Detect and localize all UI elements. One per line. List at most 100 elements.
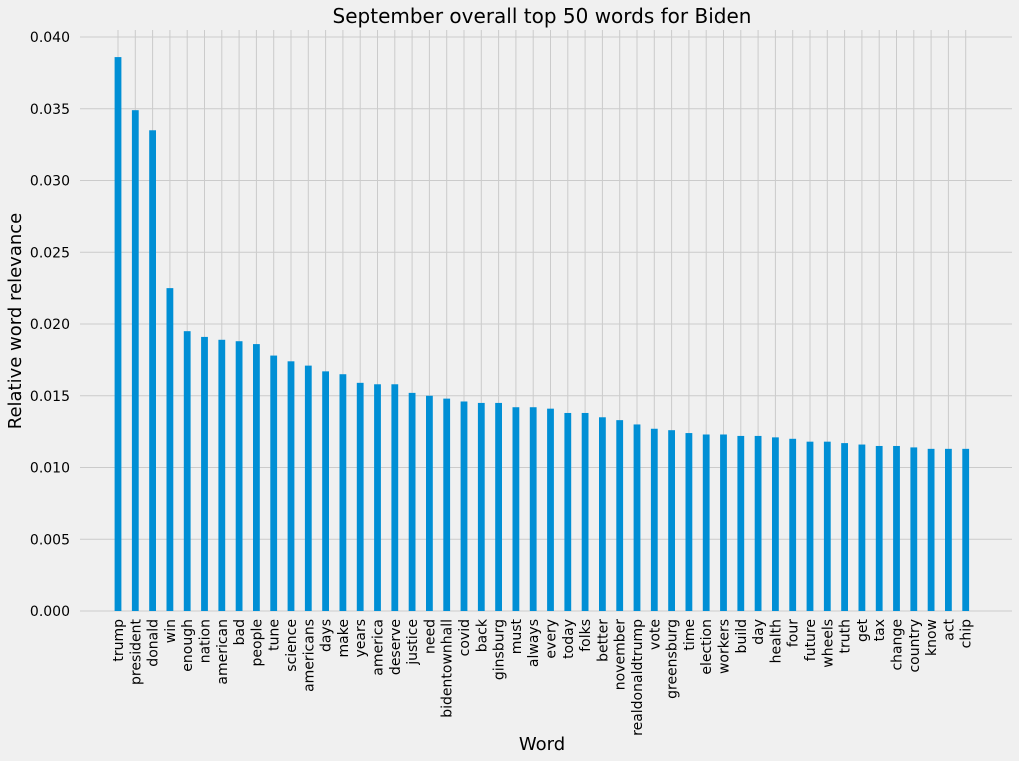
x-tick-label: president bbox=[128, 618, 144, 685]
bar-day bbox=[754, 435, 762, 611]
x-tick-label: november bbox=[613, 619, 629, 690]
bar-future bbox=[806, 441, 814, 611]
bar-tax bbox=[875, 445, 883, 611]
bar-workers bbox=[720, 434, 727, 611]
bar-people bbox=[253, 344, 260, 611]
x-tick-label: day bbox=[751, 619, 767, 645]
x-tick-label: better bbox=[595, 619, 611, 662]
y-tick-label: 0.020 bbox=[30, 317, 70, 333]
x-tick-label: know bbox=[924, 619, 940, 656]
x-tick-label: americans bbox=[301, 619, 317, 692]
bar-donald bbox=[149, 130, 156, 611]
x-tick-label: days bbox=[319, 619, 335, 652]
bar-act bbox=[945, 448, 952, 611]
x-tick-label: today bbox=[561, 619, 577, 659]
x-tick-label: science bbox=[284, 619, 300, 672]
y-tick-label: 0.000 bbox=[30, 604, 70, 620]
x-tick-label: need bbox=[422, 619, 438, 654]
bar-better bbox=[599, 417, 606, 611]
x-tick-label: american bbox=[215, 619, 231, 685]
x-tick-label: change bbox=[890, 619, 906, 671]
x-tick-labels: trump president donald win enough nation ameri… bbox=[111, 618, 975, 736]
x-tick-label: country bbox=[907, 619, 923, 673]
x-tick-label: america bbox=[371, 619, 387, 676]
bar-ginsburg bbox=[495, 402, 502, 611]
y-tick-label: 0.030 bbox=[30, 174, 70, 190]
x-tick-label: make bbox=[336, 619, 352, 657]
bar-americans bbox=[304, 365, 312, 611]
bar-build bbox=[737, 435, 745, 611]
x-tick-label: chip bbox=[959, 619, 975, 648]
x-tick-label: people bbox=[249, 619, 265, 666]
bar-science bbox=[287, 361, 295, 611]
x-tick-label: every bbox=[544, 619, 560, 659]
bar-need bbox=[426, 395, 433, 611]
x-tick-label: ginsburg bbox=[492, 619, 508, 680]
x-tick-label: deserve bbox=[388, 619, 404, 675]
x-tick-label: donald bbox=[146, 619, 162, 667]
x-tick-label: bidentownhall bbox=[440, 619, 456, 718]
bar-vote bbox=[650, 428, 658, 611]
bar-today bbox=[564, 412, 572, 611]
bar-days bbox=[322, 371, 329, 611]
x-tick-label: workers bbox=[717, 619, 733, 674]
x-tick-label: trump bbox=[111, 619, 127, 662]
bar-make bbox=[339, 374, 347, 611]
bar-years bbox=[356, 382, 364, 611]
x-tick-label: enough bbox=[180, 619, 196, 672]
x-tick-label: justice bbox=[405, 619, 421, 666]
y-tick-labels: 0.000 0.005 0.010 0.015 0.020 0.025 0.030 0.035… bbox=[30, 30, 70, 620]
bar-truth bbox=[841, 443, 848, 611]
x-tick-label: tune bbox=[267, 619, 283, 651]
bar-chip bbox=[962, 448, 970, 611]
y-tick-label: 0.010 bbox=[30, 461, 70, 477]
x-tick-label: back bbox=[474, 618, 490, 652]
bar-four bbox=[789, 438, 797, 611]
bar-win bbox=[166, 288, 174, 611]
bar-time bbox=[685, 433, 693, 611]
x-tick-label: must bbox=[509, 618, 525, 654]
bar-enough bbox=[183, 331, 191, 611]
x-tick-label: wheels bbox=[820, 619, 836, 668]
x-tick-label: health bbox=[768, 619, 784, 663]
x-tick-label: greensburg bbox=[665, 619, 681, 699]
bar-greensburg bbox=[668, 430, 675, 611]
x-tick-label: time bbox=[682, 619, 698, 651]
bar-tune bbox=[270, 355, 278, 611]
x-tick-label: truth bbox=[838, 619, 854, 653]
x-tick-label: bad bbox=[232, 619, 248, 645]
x-tick-label: nation bbox=[198, 619, 214, 663]
x-tick-label: covid bbox=[457, 619, 473, 656]
x-tick-label: folks bbox=[578, 619, 594, 652]
bar-america bbox=[374, 384, 381, 611]
bar-president bbox=[131, 110, 139, 611]
bar-back bbox=[477, 402, 485, 611]
bar-country bbox=[910, 447, 918, 611]
x-axis-label: Word bbox=[519, 734, 565, 755]
bar-realdonaldtrump bbox=[633, 424, 641, 611]
x-tick-label: years bbox=[353, 619, 369, 658]
y-tick-label: 0.005 bbox=[30, 532, 70, 548]
bar-election bbox=[702, 434, 710, 611]
bar-get bbox=[858, 444, 866, 611]
y-axis-label: Relative word relevance bbox=[5, 213, 26, 430]
x-tick-label: get bbox=[855, 619, 871, 643]
x-tick-label: win bbox=[163, 619, 179, 643]
x-tick-label: four bbox=[786, 619, 802, 647]
y-tick-label: 0.035 bbox=[30, 102, 70, 118]
bar-nation bbox=[201, 336, 208, 611]
bar-change bbox=[893, 445, 900, 611]
bar-justice bbox=[408, 392, 416, 611]
y-tick-label: 0.025 bbox=[30, 245, 70, 261]
bar-folks bbox=[581, 412, 589, 611]
bar-bidentownhall bbox=[443, 398, 451, 611]
bars bbox=[114, 57, 970, 611]
x-tick-label: realdonaldtrump bbox=[630, 619, 646, 736]
x-tick-label: election bbox=[699, 619, 715, 675]
x-tick-label: act bbox=[941, 618, 957, 640]
bar-every bbox=[547, 408, 554, 611]
chart-title: September overall top 50 words for Biden bbox=[333, 4, 752, 28]
bar-deserve bbox=[391, 384, 399, 611]
x-tick-label: build bbox=[734, 619, 750, 653]
y-tick-label: 0.040 bbox=[30, 30, 70, 46]
